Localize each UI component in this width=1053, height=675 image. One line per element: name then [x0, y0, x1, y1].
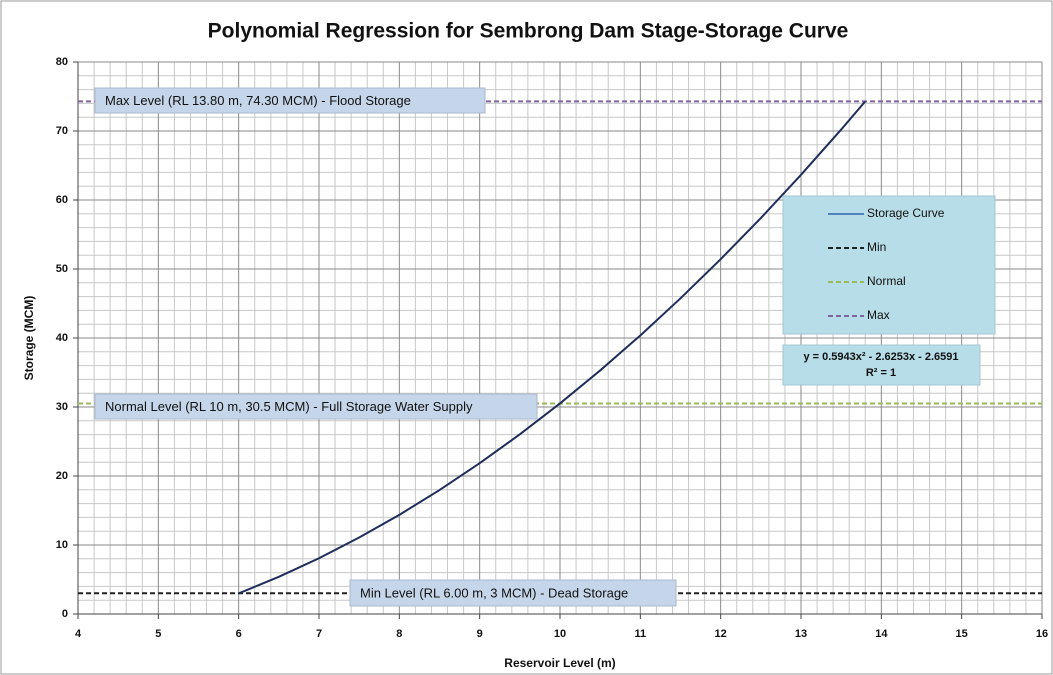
data-line: [238, 100, 867, 595]
y-tick-label: 10: [56, 539, 68, 551]
x-tick-label: 7: [316, 628, 322, 640]
x-tick-label: 16: [1036, 628, 1048, 640]
legend-label: Normal: [867, 274, 906, 288]
x-tick-label: 6: [236, 628, 242, 640]
x-tick-label: 12: [715, 628, 727, 640]
y-tick-label: 60: [56, 194, 68, 206]
legend-label: Min: [867, 240, 886, 254]
y-tick-label: 30: [56, 401, 68, 413]
x-tick-label: 8: [396, 628, 402, 640]
x-tick-label: 5: [155, 628, 161, 640]
legend-label: Max: [867, 308, 890, 322]
y-tick-label: 80: [56, 56, 68, 68]
annotation: Max Level (RL 13.80 m, 74.30 MCM) - Floo…: [105, 93, 411, 108]
annotation-box: [94, 393, 538, 420]
legend-label: Storage Curve: [867, 206, 945, 220]
x-tick-label: 10: [554, 628, 566, 640]
annotation: Normal Level (RL 10 m, 30.5 MCM) - Full …: [105, 399, 473, 414]
x-tick-label: 15: [956, 628, 968, 640]
equation: y = 0.5943x² - 2.6253x - 2.6591: [803, 351, 958, 363]
y-tick-label: 70: [56, 125, 68, 137]
y-tick-label: 0: [62, 608, 68, 620]
legend-box: [782, 195, 996, 335]
y-tick-label: 50: [56, 263, 68, 275]
y-tick-label: 20: [56, 470, 68, 482]
x-tick-label: 9: [477, 628, 483, 640]
x-tick-label: 14: [875, 628, 888, 640]
annotation-box: [349, 579, 677, 607]
chart-title: Polynomial Regression for Sembrong Dam S…: [208, 20, 849, 43]
x-tick-label: 11: [635, 628, 647, 640]
x-tick-label: 4: [75, 628, 82, 640]
y-tick-label: 40: [56, 332, 68, 344]
x-axis-label: Reservoir Level (m): [504, 656, 615, 670]
equation: R² = 1: [866, 367, 896, 379]
y-axis-label: Storage (MCM): [22, 296, 36, 381]
annotation-box: [94, 87, 486, 114]
annotation: Min Level (RL 6.00 m, 3 MCM) - Dead Stor…: [360, 585, 628, 600]
x-tick-label: 13: [795, 628, 807, 640]
equation-box: [782, 344, 981, 386]
